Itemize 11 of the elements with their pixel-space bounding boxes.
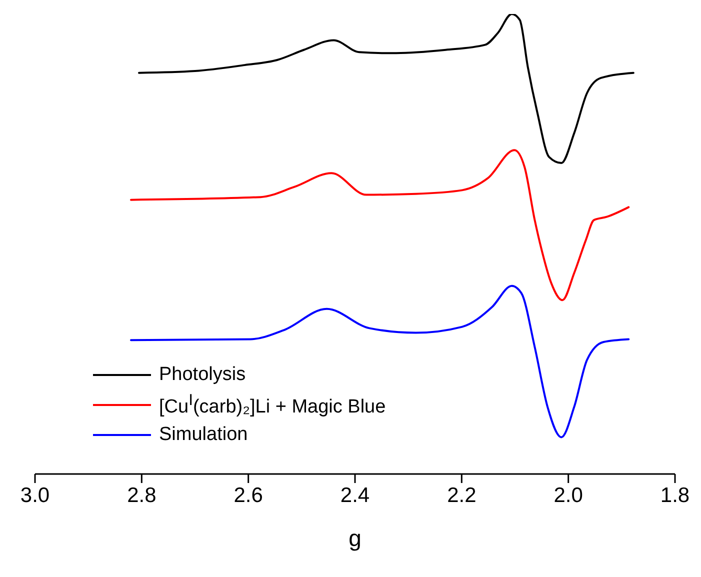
x-tick-label: 2.6	[234, 484, 263, 507]
x-tick-label: 2.8	[127, 484, 156, 507]
legend-label: [Cu$^{I}$(carb)₂]Li + Magic Blue	[159, 392, 386, 418]
x-tick-label: 2.2	[447, 484, 476, 507]
legend-label: Simulation	[159, 424, 248, 446]
x-tick-label: 2.4	[340, 484, 370, 507]
legend-label: Photolysis	[159, 364, 246, 386]
x-tick-label: 1.8	[660, 484, 690, 507]
x-axis-title: g	[348, 525, 362, 551]
x-tick-label: 3.0	[20, 484, 50, 507]
x-tick-label: 2.0	[554, 484, 583, 507]
